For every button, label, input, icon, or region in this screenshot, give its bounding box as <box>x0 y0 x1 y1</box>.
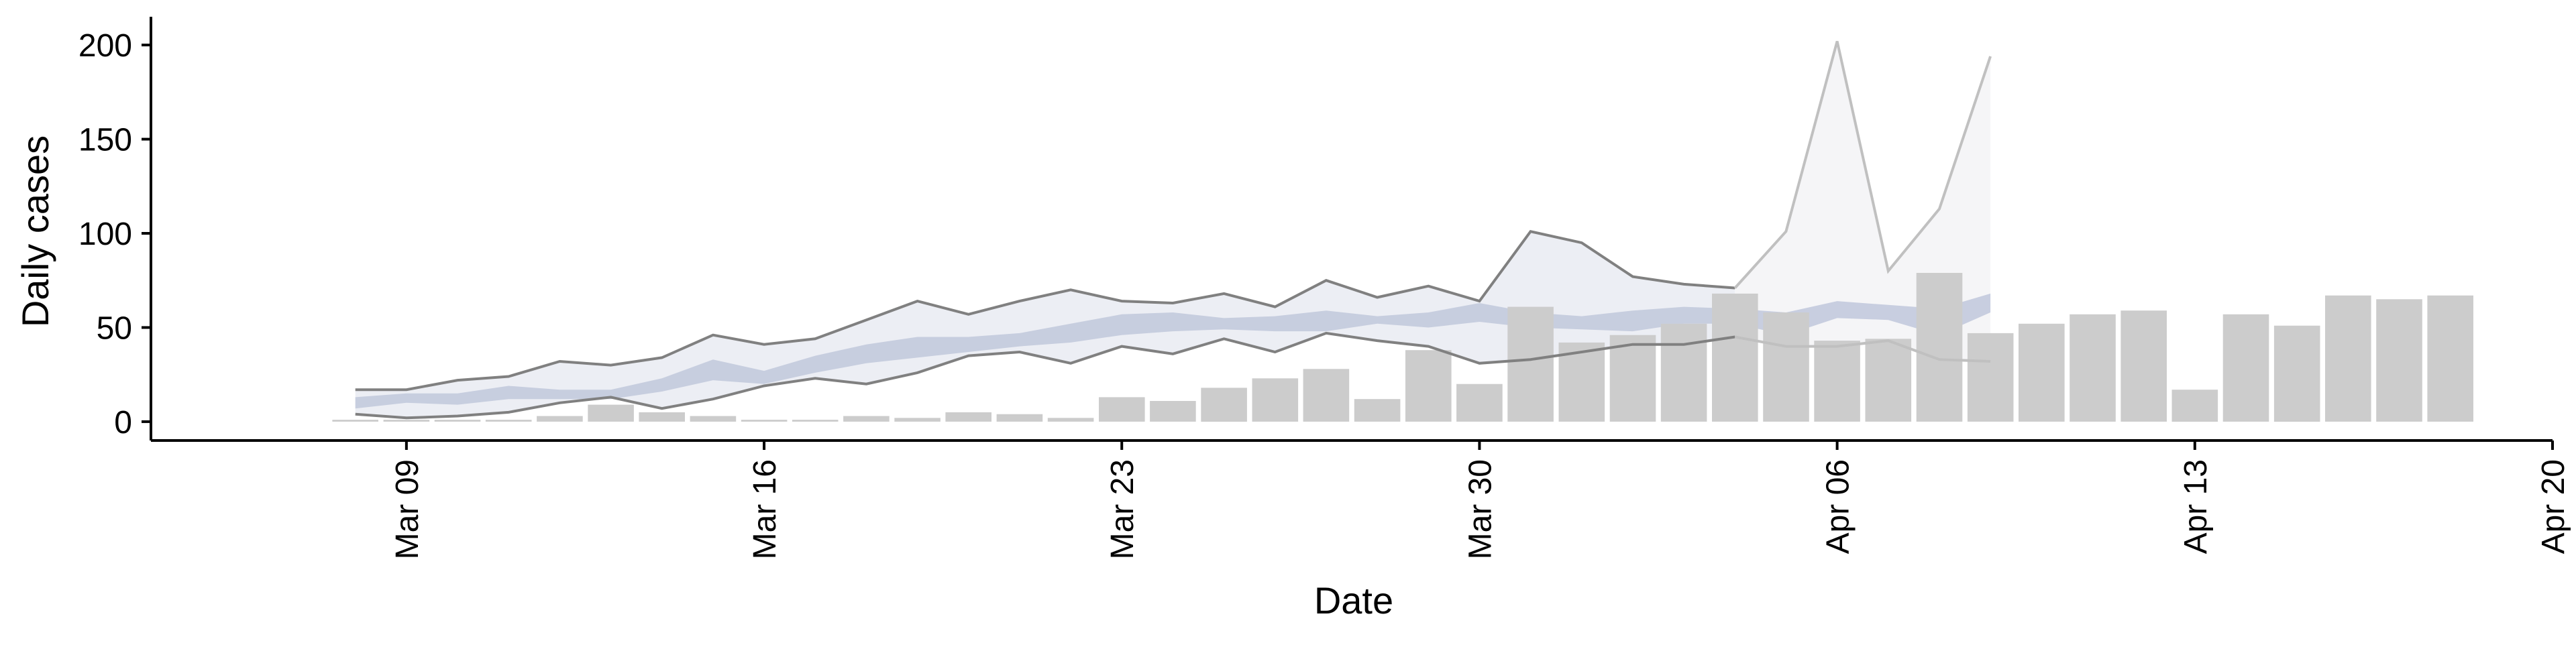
bar <box>2325 295 2371 422</box>
interval-upper-line <box>355 229 1735 392</box>
bar <box>894 418 941 422</box>
y-tick-label: 50 <box>97 310 132 346</box>
bar <box>690 416 737 422</box>
bar <box>1916 273 1963 422</box>
bar <box>1047 418 1094 422</box>
median-estimate-band <box>355 293 1991 409</box>
bar <box>996 414 1043 422</box>
bar <box>588 404 634 422</box>
bar <box>1201 388 1247 422</box>
median-band-layer <box>355 293 1991 409</box>
bar <box>945 412 991 422</box>
bar <box>1865 339 1912 422</box>
bar <box>1354 399 1401 422</box>
bar <box>332 420 378 422</box>
bar <box>2171 390 2218 422</box>
x-tick-label: Mar 30 <box>1462 459 1498 559</box>
x-tick-label: Mar 09 <box>390 459 425 559</box>
x-tick-label: Apr 20 <box>2536 459 2571 554</box>
bar <box>639 412 685 422</box>
bar <box>1405 350 1452 422</box>
y-axis-title: Daily cases <box>14 135 56 327</box>
interval-upper-line-right-censored <box>1733 40 1992 289</box>
bar <box>2019 323 2065 422</box>
interval-lower-line <box>355 331 1735 420</box>
bar <box>485 420 532 422</box>
bar <box>2070 314 2116 422</box>
bar <box>1712 293 1758 422</box>
bar <box>1099 397 1145 422</box>
y-tick-label: 200 <box>78 28 132 64</box>
bar <box>2427 295 2473 422</box>
bar <box>741 420 788 422</box>
bar <box>2376 299 2422 422</box>
interval-lower-line-right-censored <box>1734 335 1991 363</box>
x-tick-label: Mar 16 <box>747 459 783 559</box>
x-tick-label: Apr 06 <box>1821 459 1856 554</box>
bar <box>1660 323 1707 422</box>
bar <box>2222 314 2269 422</box>
bar <box>1456 384 1503 422</box>
axes-layer <box>150 17 2553 442</box>
interval-lines-layer <box>355 40 1992 420</box>
bar <box>1558 342 1605 422</box>
bar <box>1303 369 1350 422</box>
y-tick-label: 100 <box>78 217 132 252</box>
bar <box>2273 325 2320 422</box>
x-tick-label: Apr 13 <box>2178 459 2214 554</box>
y-ticks-layer: 0 50 100 150 200 <box>78 28 151 440</box>
bar <box>383 420 430 422</box>
x-ticks-layer: Mar 09 Mar 16 Mar 23 Mar 30 Apr 06 Apr 13 Apr … <box>390 440 2571 559</box>
bar <box>1763 312 1809 422</box>
bar <box>1967 333 2014 422</box>
bar <box>1507 306 1554 422</box>
x-tick-label: Mar 23 <box>1105 459 1140 559</box>
bar <box>792 420 839 422</box>
bar <box>843 416 890 422</box>
x-axis-title: Date <box>1314 579 1393 622</box>
bar <box>1814 341 1860 422</box>
bar <box>2121 310 2167 422</box>
y-tick-label: 0 <box>114 405 132 440</box>
bar <box>1609 335 1656 422</box>
bars-layer <box>332 273 2473 422</box>
bar <box>1150 401 1196 422</box>
bar <box>1252 378 1299 422</box>
y-tick-label: 150 <box>78 123 132 158</box>
bar <box>537 416 583 422</box>
bar <box>434 420 481 422</box>
